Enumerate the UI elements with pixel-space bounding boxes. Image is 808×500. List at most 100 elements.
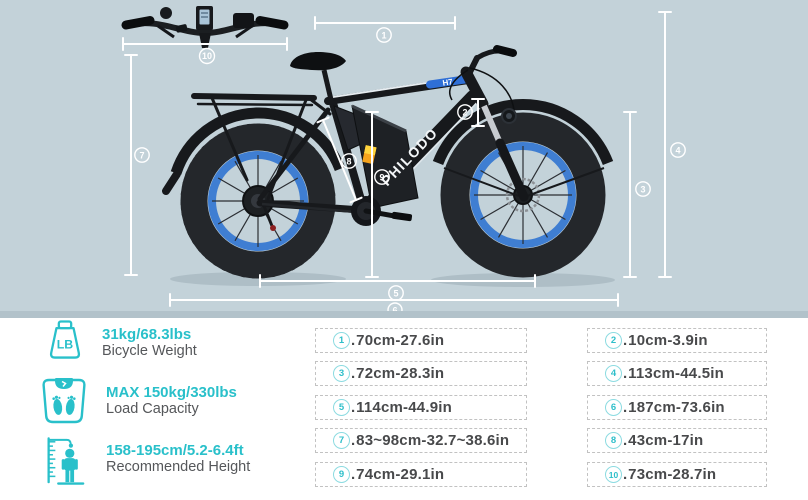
fender-stay (443, 167, 520, 197)
shifter (175, 24, 188, 33)
callout-1 (376, 27, 392, 43)
lcd-line (201, 16, 208, 18)
measurement-value: 10cm-3.9in (628, 332, 708, 349)
callout-7 (134, 147, 150, 163)
measurement-value: 74cm-29.1in (356, 466, 445, 483)
svg-text:2: 2 (462, 108, 467, 118)
bike-diagram: PHILODO H7 1 2 3 (121, 6, 686, 318)
separator: . (623, 466, 628, 483)
bicycle-weight-value: 31kg/68.3lbs (102, 326, 192, 343)
derailleur-pulley (270, 225, 276, 231)
light-cable (469, 67, 515, 111)
fork-lower (495, 138, 529, 202)
dimension-lines: 1 2 3 4 (122, 11, 686, 318)
bell (160, 7, 172, 19)
svg-text:1: 1 (381, 31, 386, 41)
measurement-value: 187cm-73.6in (628, 399, 725, 416)
callout-3 (635, 181, 651, 197)
fender-stay (526, 167, 605, 197)
brake-cable (448, 69, 469, 101)
measurement-value: 73cm-28.7in (628, 466, 717, 483)
separator: . (351, 332, 356, 349)
front-disc-rotor (505, 177, 541, 213)
left-grip (121, 16, 155, 30)
separator: . (351, 432, 356, 449)
right-grip (255, 16, 289, 30)
front-fender (432, 99, 614, 165)
measurement-box-2: 2. 10cm-3.9in (587, 328, 767, 353)
separator: . (623, 332, 628, 349)
measurement-value: 70cm-27.6in (356, 332, 445, 349)
measurement-box-10: 10. 73cm-28.7in (587, 462, 767, 487)
spec-recommended-height: 158-195cm/5.2-6.4ft Recommended Height (40, 436, 250, 486)
spec-panel: LB 31kg/68.3lbs Bicycle Weight (0, 318, 808, 500)
weight-icon: LB (49, 320, 81, 359)
dimension-line-3: 3 (623, 111, 651, 278)
spec-load-capacity: MAX 150kg/330lbs Load Capacity (40, 378, 237, 424)
measurement-value: 43cm-17in (628, 432, 704, 449)
scene-bottom-edge (0, 311, 808, 318)
fork-stanchion (481, 104, 503, 145)
controller-box (233, 13, 254, 28)
measurement-num: 3 (333, 365, 350, 382)
callout-10 (198, 47, 216, 65)
saddle (290, 52, 346, 71)
measurement-num: 7 (333, 432, 350, 449)
measurement-box-4: 4. 113cm-44.5in (587, 361, 767, 386)
svg-text:4: 4 (675, 146, 680, 156)
callout-4 (670, 142, 686, 158)
load-capacity-value: MAX 150kg/330lbs (106, 384, 237, 401)
dimension-line-1: 1 (314, 16, 456, 43)
svg-text:8: 8 (346, 157, 351, 167)
dimension-line-6: 6 (169, 293, 619, 318)
pedal (391, 211, 413, 222)
dimension-line-8: 8 (316, 116, 363, 204)
bicycle-weight-label: Bicycle Weight (102, 343, 197, 359)
svg-text:10: 10 (202, 51, 212, 61)
separator: . (351, 466, 356, 483)
measurement-num: 9 (333, 466, 350, 483)
weight-icon-label: LB (57, 338, 74, 352)
separator: . (351, 365, 356, 382)
separator: . (623, 365, 628, 382)
separator: . (351, 399, 356, 416)
seat-tube (329, 99, 368, 214)
measurement-box-7: 7. 83~98cm-32.7~38.6in (315, 428, 527, 453)
svg-text:9: 9 (379, 173, 384, 183)
lcd-line (201, 12, 208, 14)
bike-side-view: PHILODO H7 (162, 45, 614, 279)
rear-tire (180, 123, 336, 279)
dimension-line-9: 9 (365, 111, 390, 278)
height-icon (47, 437, 85, 485)
seatpost (321, 69, 335, 105)
svg-text:6: 6 (392, 306, 397, 316)
spec-bicycle-weight: LB 31kg/68.3lbs Bicycle Weight (46, 320, 197, 360)
model-decal: H7 (442, 77, 454, 88)
rear-fender (170, 107, 346, 175)
measurement-num: 8 (605, 432, 622, 449)
bike-scene: PHILODO H7 1 2 3 (0, 0, 808, 318)
handlebar-top-view (121, 6, 289, 48)
measurement-box-1: 1. 70cm-27.6in (315, 328, 527, 353)
callout-8 (341, 153, 357, 169)
recommended-height-label: Recommended Height (106, 459, 251, 475)
measurement-num: 6 (605, 399, 622, 416)
front-tire (440, 112, 606, 278)
measurement-num: 5 (333, 399, 350, 416)
dimension-line-2: 2 (457, 98, 485, 127)
derailleur (262, 205, 274, 227)
seatstay (257, 107, 331, 202)
callout-2 (457, 104, 473, 120)
dimension-line-7: 7 (124, 54, 150, 276)
top-tube-blue-accent (426, 75, 472, 89)
stem-side (467, 55, 480, 75)
headlight-lens (506, 113, 512, 119)
measurement-box-8: 8. 43cm-17in (587, 428, 767, 453)
measurement-num: 10 (605, 466, 622, 483)
svg-text:3: 3 (640, 185, 645, 195)
separator: . (623, 432, 628, 449)
measurement-num: 2 (605, 332, 622, 349)
measurement-value: 113cm-44.5in (628, 365, 724, 382)
separator: . (623, 399, 628, 416)
